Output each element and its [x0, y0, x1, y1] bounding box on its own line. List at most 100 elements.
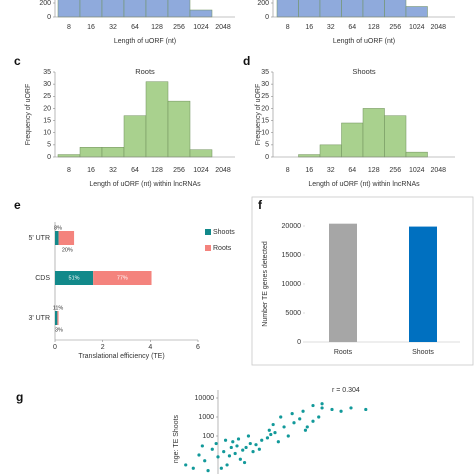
- point: [251, 450, 255, 454]
- point: [238, 457, 242, 461]
- x-tick-label: 64: [348, 24, 356, 31]
- point: [320, 402, 324, 406]
- x-tick-label: 32: [327, 167, 335, 174]
- point: [231, 440, 235, 444]
- point: [364, 407, 368, 412]
- point: [246, 434, 251, 438]
- point: [305, 425, 309, 429]
- point: [339, 409, 343, 413]
- bar: [189, 149, 213, 158]
- point: [290, 412, 294, 416]
- x-tick-label: 128: [151, 167, 163, 174]
- bar-segment: [93, 271, 152, 285]
- point: [235, 444, 239, 448]
- segment-label: 77%: [117, 275, 128, 281]
- y-tick-label: 25: [43, 93, 51, 100]
- x-tick-label: 8: [67, 167, 71, 174]
- bar: [341, 122, 364, 158]
- y-tick-label: 15: [261, 117, 269, 124]
- point: [330, 407, 334, 412]
- y-tick-label: 0: [47, 14, 51, 21]
- chart-title: Roots: [135, 67, 155, 76]
- bar: [405, 151, 428, 158]
- x-axis-label: Length of uORF (nt): [333, 38, 395, 45]
- point: [233, 451, 237, 456]
- point: [227, 454, 232, 458]
- legend-swatch: [205, 229, 211, 235]
- bar: [329, 223, 357, 342]
- y-tick-label: 15000: [282, 252, 302, 259]
- bar: [167, 100, 191, 158]
- point: [260, 438, 264, 442]
- point: [286, 434, 290, 438]
- bar: [405, 6, 428, 18]
- point: [292, 421, 296, 425]
- bar: [101, 0, 125, 18]
- point: [311, 419, 315, 423]
- y-axis-label: Number TE genes detected: [262, 241, 269, 327]
- point: [214, 441, 218, 446]
- bar: [101, 147, 125, 158]
- y-tick-label: 5000: [285, 310, 301, 317]
- point: [236, 437, 241, 441]
- y-tick-label: 20: [261, 105, 269, 112]
- x-tick-label: 16: [87, 24, 95, 31]
- point: [320, 406, 324, 410]
- y-tick-label: 100: [202, 433, 214, 440]
- y-tick-label: 1000: [198, 414, 214, 421]
- x-tick-label: 16: [305, 167, 313, 174]
- point: [267, 428, 271, 432]
- x-tick-label: 8: [67, 24, 71, 31]
- bar: [362, 0, 385, 18]
- y-tick-label: 10000: [282, 281, 302, 288]
- point: [225, 463, 229, 467]
- bar: [362, 108, 385, 158]
- segment-label: 11%: [53, 305, 64, 311]
- bar-segment: [55, 231, 59, 245]
- x-tick-label: 4: [148, 344, 152, 351]
- bar-segment: [55, 311, 58, 325]
- x-tick-label: 2048: [215, 24, 231, 31]
- y-tick-label: 20: [43, 105, 51, 112]
- point: [317, 415, 321, 419]
- y-tick-label: 5: [47, 142, 51, 149]
- x-tick-label: 256: [173, 24, 185, 31]
- point: [206, 469, 210, 473]
- point: [223, 438, 228, 442]
- point: [197, 453, 201, 457]
- x-tick-label: 8: [286, 24, 290, 31]
- x-tick-label: 16: [87, 167, 95, 174]
- segment-label: 20%: [62, 247, 73, 253]
- bar: [189, 9, 213, 18]
- bar: [409, 226, 437, 342]
- bar: [341, 0, 364, 18]
- panel-letter: g: [16, 390, 23, 404]
- point: [210, 447, 214, 451]
- x-tick-label: 32: [327, 24, 335, 31]
- bar: [123, 115, 147, 158]
- y-tick-label: 35: [261, 69, 269, 76]
- x-tick-label: 1024: [409, 24, 425, 31]
- point: [273, 431, 277, 435]
- y-tick-label: 0: [47, 154, 51, 161]
- legend-label: Shoots: [213, 229, 235, 236]
- y-tick-label: 0: [297, 339, 301, 346]
- bar: [79, 0, 103, 18]
- y-axis-label: Frequency of uORF: [255, 84, 262, 145]
- point: [184, 463, 188, 467]
- x-tick-label: 2048: [430, 24, 446, 31]
- x-tick-label: Shoots: [412, 349, 434, 356]
- chart-title: Shoots: [352, 67, 376, 76]
- point: [303, 428, 308, 432]
- x-axis-label: Length of uORF (nt): [114, 38, 176, 45]
- x-tick-label: 2048: [215, 167, 231, 174]
- point: [311, 403, 315, 408]
- y-tick-label: 200: [257, 0, 269, 7]
- bar: [167, 0, 191, 18]
- x-tick-label: 256: [389, 24, 401, 31]
- x-tick-label: 1024: [193, 167, 209, 174]
- y-tick-label: 35: [43, 69, 51, 76]
- x-tick-label: 2: [101, 344, 105, 351]
- panel-frame: [251, 196, 474, 366]
